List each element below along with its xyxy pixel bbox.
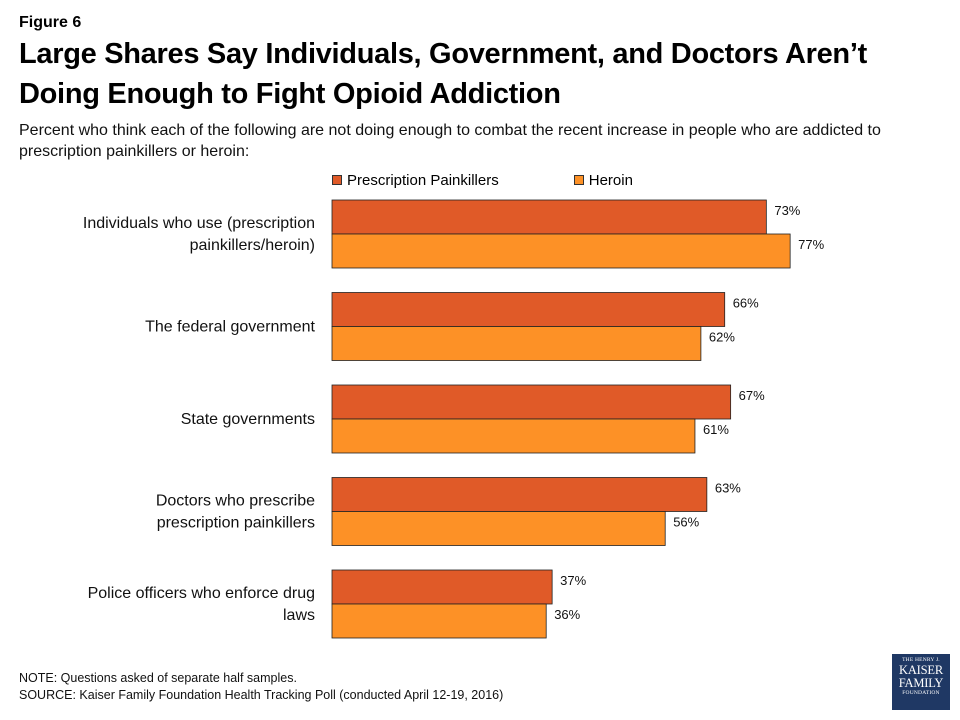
data-label-prescription-2: 67%	[739, 388, 765, 403]
category-label-3-line-0: Doctors who prescribe	[156, 493, 315, 510]
data-label-prescription-4: 37%	[560, 573, 586, 588]
footnotes: NOTE: Questions asked of separate half s…	[19, 670, 503, 704]
bar-heroin-1	[331, 326, 702, 361]
bar-prescription-4	[331, 569, 553, 605]
legend-label-prescription: Prescription Painkillers	[347, 171, 499, 189]
category-label-3-line-1: prescription painkillers	[157, 515, 315, 532]
legend-item-prescription: Prescription Painkillers	[332, 172, 499, 189]
category-label-0-line-0: Individuals who use (prescription	[83, 215, 315, 232]
bar-prescription-0	[331, 199, 767, 235]
kff-logo: THE HENRY J. KAISER FAMILY FOUNDATION	[892, 654, 950, 710]
chart-subtitle: Percent who think each of the following …	[19, 122, 881, 160]
logo-line-1: THE HENRY J.	[902, 657, 940, 663]
logo-line-2: KAISER	[899, 663, 943, 677]
data-label-prescription-1: 66%	[733, 296, 759, 311]
category-label-1-line-0: The federal government	[145, 319, 315, 336]
legend-label-heroin: Heroin	[588, 171, 633, 189]
bar-heroin-4	[331, 603, 547, 639]
bar-heroin-3	[331, 511, 666, 546]
category-label-4-line-1: laws	[283, 607, 315, 624]
data-label-heroin-0: 77%	[798, 237, 824, 252]
data-label-heroin-3: 56%	[673, 515, 699, 530]
bar-heroin-2	[331, 418, 696, 454]
data-label-prescription-3: 63%	[715, 481, 741, 496]
note-text: NOTE: Questions asked of separate half s…	[19, 671, 297, 685]
data-label-prescription-0: 73%	[774, 203, 800, 218]
legend-item-heroin: Heroin	[573, 171, 633, 189]
figure-label: Figure 6	[19, 14, 82, 31]
legend: Prescription Painkillers Heroin	[332, 170, 633, 190]
legend-swatch-prescription	[332, 175, 342, 185]
data-label-heroin-4: 36%	[554, 607, 580, 622]
legend-swatch-heroin	[573, 175, 584, 185]
category-label-0-line-1: painkillers/heroin)	[190, 237, 315, 254]
category-label-4-line-0: Police officers who enforce drug	[88, 585, 315, 602]
bar-prescription-3	[331, 477, 708, 512]
source-text: SOURCE: Kaiser Family Foundation Health …	[19, 688, 504, 702]
data-label-heroin-1: 62%	[709, 330, 735, 345]
bar-heroin-0	[331, 233, 791, 269]
category-label-2-line-0: State governments	[181, 411, 315, 428]
logo-line-3: FAMILY	[898, 676, 944, 690]
logo-line-4: FOUNDATION	[902, 690, 940, 696]
bar-prescription-2	[331, 384, 732, 420]
bar-prescription-1	[331, 292, 726, 327]
chart-title: Large Shares Say Individuals, Government…	[19, 38, 867, 110]
data-label-heroin-2: 61%	[703, 422, 729, 437]
